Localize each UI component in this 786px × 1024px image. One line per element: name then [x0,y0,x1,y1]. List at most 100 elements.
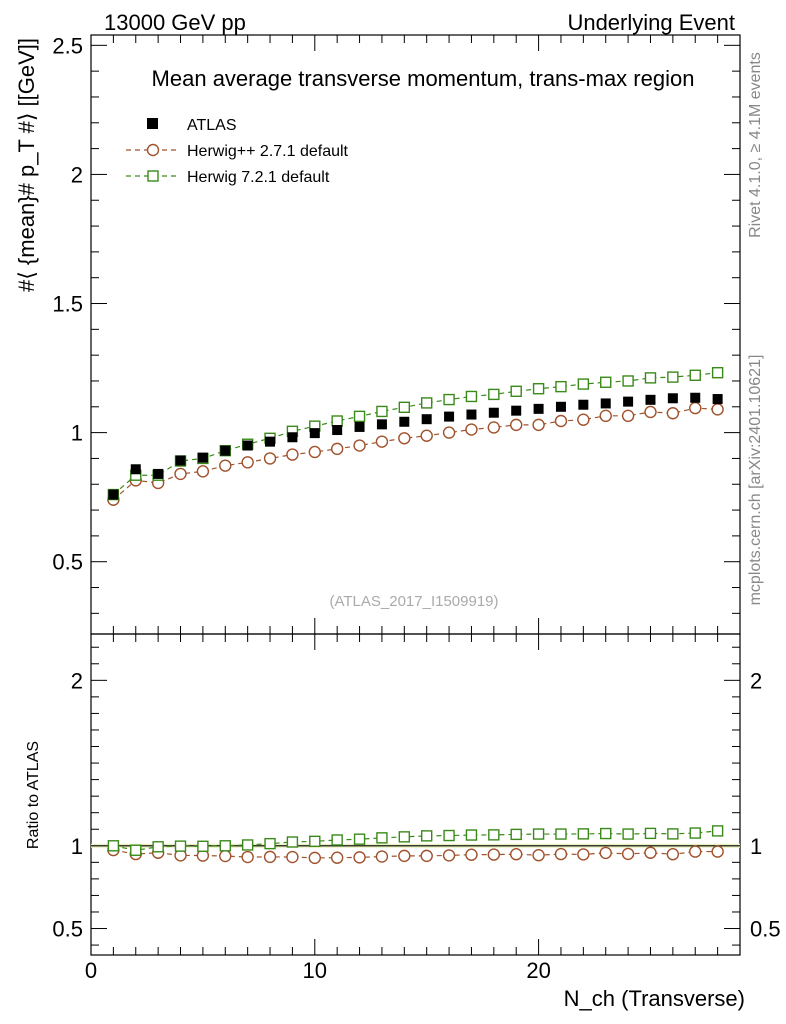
ratio-point-herwigpp-2-7-1-default [219,849,232,863]
ratio-point-herwig-7-2-1-default [532,828,545,840]
x-axis-label: N_ch (Transverse) [564,986,745,1011]
main-point-atlas [645,394,656,405]
main-point-atlas [287,432,298,443]
ratio-point-herwig-7-2-1-default [107,840,120,852]
legend-label-herwigpp: Herwig++ 2.7.1 default [187,143,349,160]
main-y-tick-label: 1.5 [52,292,83,317]
main-point-herwig-7-2-1-default [465,390,478,403]
main-point-herwigpp-2-7-1-default [577,413,590,426]
main-point-herwig-7-2-1-default [331,415,343,427]
ratio-point-herwigpp-2-7-1-default [330,851,344,864]
energy-label: 13000 GeV pp [104,10,246,35]
ratio-point-herwig-7-2-1-default [286,836,299,848]
ratio-y-tick-label-right: 2 [750,668,762,693]
ratio-point-herwigpp-2-7-1-default [577,848,590,861]
legend: ATLAS Herwig++ 2.7.1 default Herwig 7.2.… [126,117,349,186]
main-point-atlas [130,464,141,475]
ratio-point-herwigpp-2-7-1-default [532,849,545,862]
ratio-point-herwigpp-2-7-1-default [689,845,702,858]
legend-label-herwig7: Herwig 7.2.1 default [187,169,330,186]
main-point-herwigpp-2-7-1-default [353,439,366,452]
main-point-atlas [623,396,634,407]
ratio-point-herwigpp-2-7-1-default [442,849,456,862]
main-point-herwigpp-2-7-1-default [510,418,523,432]
ratio-point-herwig-7-2-1-default [398,831,411,843]
ratio-y-tick-label: 1 [71,834,83,859]
main-point-atlas [309,428,320,439]
ratio-point-herwig-7-2-1-default [465,829,478,841]
ratio-point-herwigpp-2-7-1-default [711,845,724,858]
analysis-label: (ATLAS_2017_I1509919) [329,593,498,610]
ratio-y-tick-label: 0.5 [52,917,83,942]
ratio-point-herwig-7-2-1-default [555,828,567,840]
ratio-point-herwigpp-2-7-1-default [241,850,254,864]
main-point-herwigpp-2-7-1-default [465,423,478,436]
process-label: Underlying Event [567,10,735,35]
ratio-point-herwig-7-2-1-default [376,832,388,844]
main-point-atlas [108,489,119,500]
main-y-axis-label: #⟨ {mean}# p_T #⟩ [[GeV]] [14,38,39,292]
main-point-atlas [712,394,723,405]
ratio-point-herwigpp-2-7-1-default [644,846,657,859]
ratio-point-herwig-7-2-1-default [309,835,321,848]
main-point-atlas [197,452,208,463]
main-point-herwigpp-2-7-1-default [375,435,389,448]
main-point-herwigpp-2-7-1-default [532,418,545,432]
main-point-atlas [421,414,432,425]
ratio-point-herwigpp-2-7-1-default [420,849,433,863]
main-line-herwigpp-2-7-1-default [112,407,718,501]
ratio-point-herwigpp-2-7-1-default [286,850,299,864]
mcplots-reference-label: mcplots.cern.ch [arXiv:2401.10621] [747,355,764,606]
main-point-atlas [555,401,566,412]
main-point-herwig-7-2-1-default [577,378,590,390]
main-point-atlas [690,392,701,403]
main-point-herwigpp-2-7-1-default [196,465,210,478]
ratio-point-herwigpp-2-7-1-default [308,851,321,865]
main-point-atlas [511,405,522,416]
main-point-herwigpp-2-7-1-default [398,432,411,445]
legend-label-atlas: ATLAS [187,117,237,134]
ratio-point-herwigpp-2-7-1-default [353,851,366,864]
main-point-herwig-7-2-1-default [510,385,522,398]
legend-marker-herwigpp [146,143,160,157]
main-point-atlas [600,398,611,409]
main-point-atlas [399,416,410,427]
main-point-atlas [332,425,343,436]
ratio-line-herwigpp-2-7-1-default [113,849,718,859]
main-point-herwig-7-2-1-default [420,397,433,409]
ratio-point-herwig-7-2-1-default [174,840,187,852]
ratio-point-herwig-7-2-1-default [644,827,657,840]
main-point-herwig-7-2-1-default [711,367,724,379]
main-point-atlas [488,407,499,418]
main-point-herwig-7-2-1-default [622,375,634,387]
main-point-herwigpp-2-7-1-default [308,445,321,459]
ratio-plot-frame [90,633,741,956]
ratio-point-herwig-7-2-1-default [219,840,231,852]
ratio-y-axis-label: Ratio to ATLAS [25,741,42,849]
ratio-point-herwig-7-2-1-default [130,844,142,856]
chart-title: Mean average transverse momentum, trans-… [152,66,695,91]
main-y-tick-label: 0.5 [52,550,83,575]
main-point-atlas [533,403,544,414]
main-point-herwigpp-2-7-1-default [621,409,635,423]
x-tick-label: 0 [85,958,97,983]
ratio-point-herwig-7-2-1-default [622,828,634,840]
ratio-point-herwig-7-2-1-default [689,827,701,839]
main-point-herwigpp-2-7-1-default [219,459,232,472]
ratio-point-herwig-7-2-1-default [331,834,343,846]
ratio-y-tick-label-right: 1 [750,834,762,859]
rivet-version-label: Rivet 4.1.0, ≥ 4.1M events [747,52,764,238]
ratio-y-tick-label: 2 [71,668,83,693]
ratio-point-herwigpp-2-7-1-default [398,849,411,863]
main-point-atlas [175,455,186,466]
main-point-herwigpp-2-7-1-default [241,456,254,469]
ratio-point-herwig-7-2-1-default [600,827,612,840]
ratio-point-herwig-7-2-1-default [420,830,433,842]
ratio-point-herwig-7-2-1-default [667,828,679,840]
main-y-tick-label: 2 [71,162,83,187]
ratio-point-herwig-7-2-1-default [197,840,209,852]
ratio-point-herwig-7-2-1-default [353,833,366,845]
ratio-y-tick-label-right: 0.5 [750,917,781,942]
ratio-point-herwigpp-2-7-1-default [666,848,680,861]
